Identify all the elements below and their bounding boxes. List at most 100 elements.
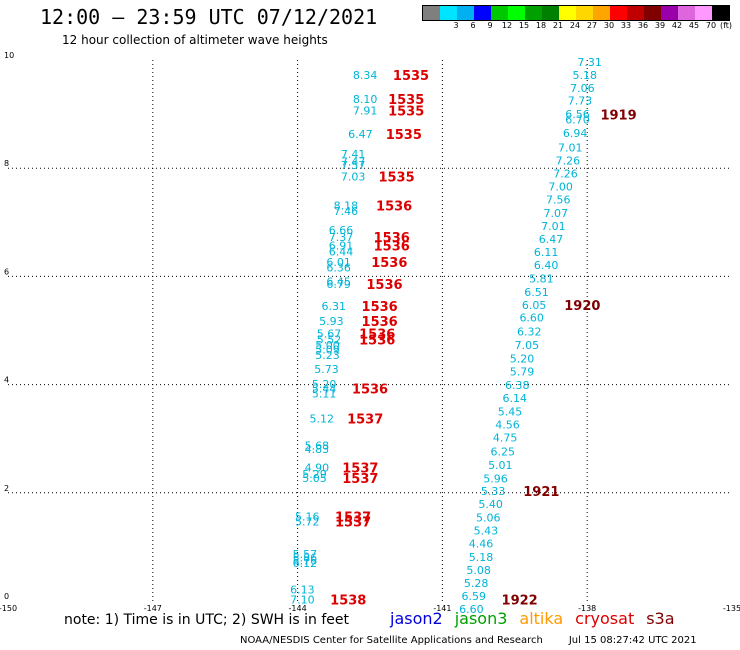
- pass-time-label: 1535: [388, 104, 424, 119]
- color-swatch: [440, 6, 457, 20]
- pass-time-label: 1537: [347, 413, 383, 428]
- wave-height-point: 8.10: [353, 93, 378, 106]
- legend-entry-cryosat: cryosat: [575, 609, 635, 628]
- generated-timestamp: Jul 15 08:27:42 UTC 2021: [568, 635, 697, 646]
- color-scale-label: 45: [688, 21, 700, 30]
- wave-height-point: 6.59: [462, 590, 487, 603]
- wave-height-point: 5.76: [293, 554, 318, 567]
- wave-height-point: 7.46: [334, 205, 359, 218]
- wave-height-point: 6.66: [329, 224, 354, 237]
- wave-height-point: 7.10: [290, 593, 315, 606]
- wave-height-point: 6.36: [326, 262, 351, 275]
- wave-height-point: 5.29: [302, 468, 327, 481]
- pass-time-label: 1537: [342, 472, 378, 487]
- color-scale-unit: (ft): [719, 21, 733, 30]
- wave-height-point: 5.93: [319, 315, 344, 328]
- pass-time-label: 1535: [386, 128, 422, 143]
- pass-time-label: 1536: [371, 256, 407, 271]
- pass-time-label: 1536: [374, 231, 410, 246]
- wave-height-point: 6.01: [326, 256, 351, 269]
- pass-time-labels: 1535153515351535153515361536153615361536…: [330, 69, 636, 608]
- color-swatch: [593, 6, 610, 20]
- x-tick-label: -144: [289, 604, 307, 613]
- wave-height-point: 5.33: [481, 485, 506, 498]
- x-tick-label: -141: [433, 604, 451, 613]
- wave-height-point: 6.94: [563, 127, 588, 140]
- wave-height-point: 6.44: [329, 246, 354, 259]
- y-tick-label: 2: [4, 484, 9, 493]
- wave-height-point: 7.03: [341, 170, 366, 183]
- color-swatch: [525, 6, 542, 20]
- wave-height-point: 5.28: [464, 577, 489, 590]
- legend-entry-jason3: jason3: [454, 609, 508, 628]
- wave-height-point: 6.40: [534, 259, 559, 272]
- wave-height-point: 6.47: [539, 233, 564, 246]
- wave-height-point: 6.25: [490, 446, 515, 459]
- color-scale-label: 30: [603, 21, 615, 30]
- color-swatch: [712, 6, 729, 20]
- wave-height-point: 5.67: [317, 328, 342, 341]
- wave-height-point: 5.52: [317, 334, 342, 347]
- pass-time-label: 1919: [600, 109, 636, 124]
- wave-height-point: 6.47: [348, 128, 373, 141]
- pass-time-label: 1922: [502, 593, 538, 608]
- wave-height-point: 7.05: [515, 339, 540, 352]
- wave-height-point: 4.83: [305, 443, 330, 456]
- wave-height-point: 5.12: [309, 413, 334, 426]
- wave-height-point: 5.00: [315, 339, 340, 352]
- color-scale-label: 12: [501, 21, 513, 30]
- wave-height-point: 6.14: [503, 392, 528, 405]
- wave-height-point: 6.91: [329, 240, 354, 253]
- wave-height-point: 6.79: [326, 278, 351, 291]
- wave-height-point: 6.60: [459, 603, 484, 616]
- wave-height-point: 7.00: [548, 181, 573, 194]
- wave-height-point: 4.46: [469, 538, 494, 551]
- legend-entry-jason2: jason2: [390, 609, 443, 628]
- wave-height-values: 8.34 8.107.91 6.47 7.417.477.577.03 8.187.46…: [290, 56, 602, 616]
- color-swatch: [508, 6, 525, 20]
- y-tick-label: 8: [4, 159, 9, 168]
- wave-height-point: 5.44: [312, 382, 337, 395]
- wave-height-point: 5.23: [315, 349, 340, 362]
- legend-entry-altika: altika: [519, 609, 564, 628]
- wave-height-point: 5.18: [469, 551, 494, 564]
- wave-height-point: 7.31: [577, 56, 602, 69]
- x-tick-label: -147: [144, 604, 162, 613]
- color-scale-label: 18: [535, 21, 547, 30]
- wave-height-point: 5.20: [312, 378, 337, 391]
- wave-height-point: 8.18: [334, 200, 359, 213]
- pass-time-label: 1920: [564, 299, 600, 314]
- chart-subtitle: 12 hour collection of altimeter wave hei…: [62, 33, 328, 47]
- wave-height-point: 6.05: [522, 299, 547, 312]
- wave-height-point: 4.56: [495, 419, 520, 432]
- wave-height-point: 5.68: [305, 440, 330, 453]
- pass-time-label: 1536: [362, 315, 398, 330]
- wave-height-point: 5.11: [312, 387, 337, 400]
- color-swatch: [678, 6, 695, 20]
- color-scale-label: 24: [569, 21, 581, 30]
- wave-height-point: 5.06: [476, 512, 501, 525]
- wave-height-point: 6.13: [290, 584, 315, 597]
- color-swatch: [474, 6, 491, 20]
- wave-height-point: 7.07: [544, 207, 569, 220]
- pass-time-label: 1536: [362, 300, 398, 315]
- color-scale-label: 27: [586, 21, 598, 30]
- color-swatch: [457, 6, 474, 20]
- color-scale-label: 70: [705, 21, 717, 30]
- wave-height-point: 5.86: [293, 552, 318, 565]
- color-swatch: [576, 6, 593, 20]
- pass-time-label: 1535: [378, 170, 414, 185]
- wave-height-point: 6.70: [565, 114, 590, 127]
- x-tick-label: -138: [578, 604, 596, 613]
- color-scale-label: 6: [470, 21, 476, 30]
- y-tick-label: 4: [4, 376, 9, 385]
- pass-time-label: 1536: [374, 240, 410, 255]
- color-scale-label: 21: [552, 21, 564, 30]
- wave-height-point: 4.75: [493, 432, 518, 445]
- wave-height-point: 5.57: [293, 548, 318, 561]
- wave-height-point: 5.43: [474, 525, 499, 538]
- wave-height-point: 6.11: [534, 246, 559, 259]
- wave-height-point: 5.45: [498, 406, 523, 419]
- color-scale-label: 15: [518, 21, 530, 30]
- color-scale-label: 39: [654, 21, 666, 30]
